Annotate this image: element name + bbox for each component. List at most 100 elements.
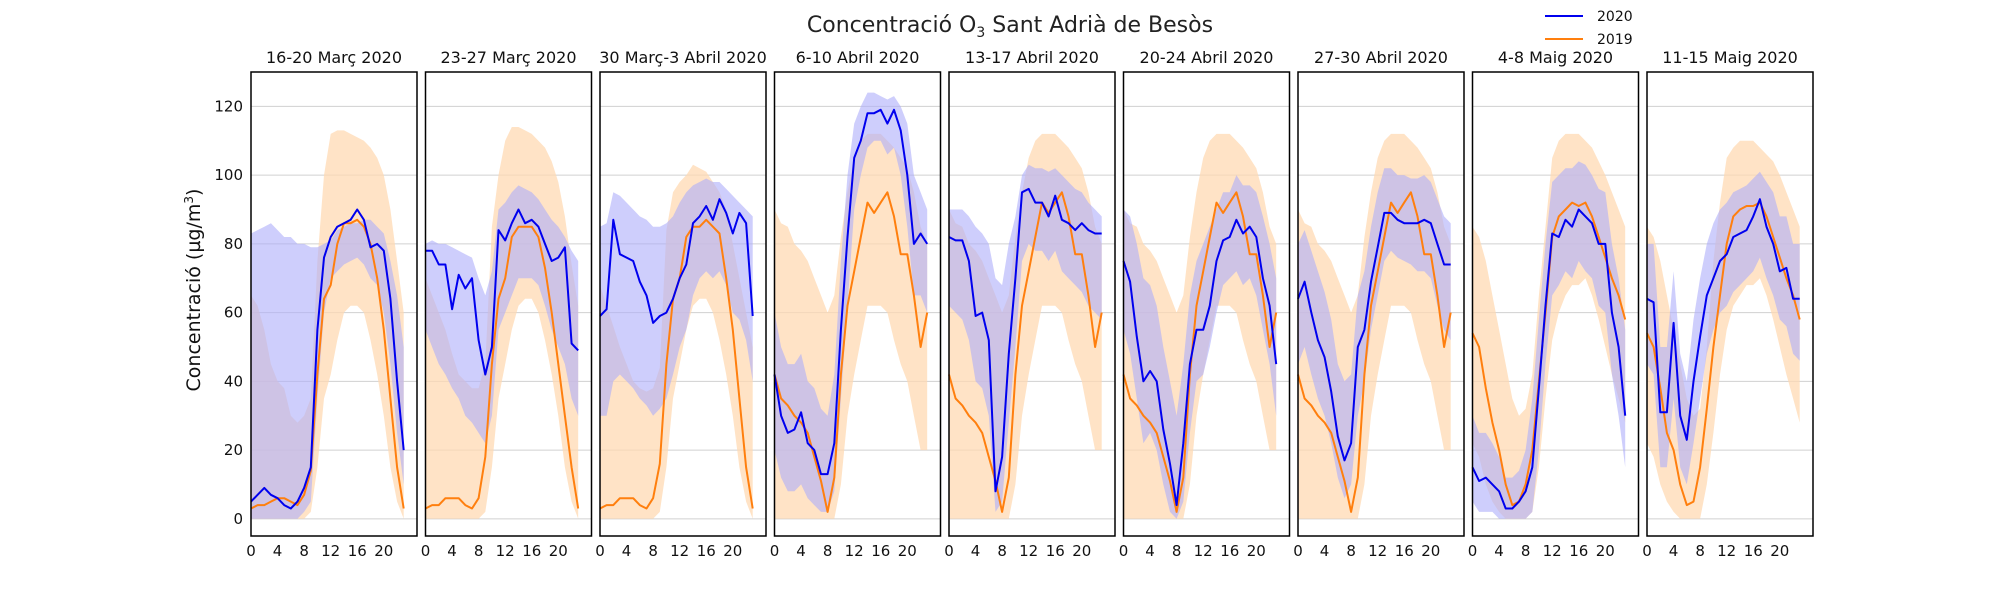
x-tick-label: 0 xyxy=(1293,542,1303,560)
svg-text:Concentració O3 Sant Adrià de: Concentració O3 Sant Adrià de Besòs xyxy=(807,13,1213,41)
series-line-2020 xyxy=(1471,208,1627,510)
series-line-2019 xyxy=(773,191,929,513)
series-line-2020 xyxy=(1646,198,1800,441)
panel: 30 Març-3 Abril 2020 0 4 8 12 16 20 xyxy=(595,48,767,560)
x-tick-label: 20 xyxy=(1247,542,1266,560)
panel: 13-17 Abril 2020 0 4 8 12 16 20 xyxy=(944,48,1116,560)
x-tick-label: 16 xyxy=(1046,542,1065,560)
series-line-2019 xyxy=(1297,191,1452,513)
x-tick-label: 12 xyxy=(1019,542,1038,560)
y-tick-label: 0 xyxy=(233,510,243,528)
x-tick-label: 0 xyxy=(944,542,954,560)
x-tick-label: 4 xyxy=(622,542,632,560)
panel: 23-27 Març 2020 0 4 8 12 16 20 xyxy=(421,48,593,560)
x-tick-label: 0 xyxy=(246,542,256,560)
x-tick-label: 8 xyxy=(823,542,833,560)
x-tick-label: 20 xyxy=(549,542,568,560)
x-tick-label: 8 xyxy=(648,542,658,560)
panel: 4-8 Maig 2020 0 4 8 12 16 20 xyxy=(1468,48,1640,560)
band-2020 xyxy=(1123,175,1277,519)
panel-frame xyxy=(1471,71,1640,537)
x-tick-label: 16 xyxy=(1395,542,1414,560)
series-line-2020 xyxy=(773,108,929,476)
x-tick-label: 4 xyxy=(273,542,283,560)
series-line-2020 xyxy=(948,187,1102,493)
series-line-2019 xyxy=(948,191,1103,513)
x-tick-label: 20 xyxy=(1770,542,1789,560)
series-line-2020 xyxy=(250,208,405,510)
band-2020 xyxy=(1647,171,1800,485)
x-tick-label: 16 xyxy=(1569,542,1588,560)
ylabel-main: Concentració (µg/m xyxy=(183,204,205,392)
x-tick-label: 8 xyxy=(1521,542,1531,560)
x-tick-label: 16 xyxy=(871,542,890,560)
panel-frame xyxy=(250,71,418,537)
x-tick-label: 8 xyxy=(1695,542,1705,560)
y-tick-label: 60 xyxy=(224,304,243,322)
x-tick-label: 0 xyxy=(421,542,431,560)
panel-title: 30 Març-3 Abril 2020 xyxy=(599,48,767,67)
x-tick-label: 12 xyxy=(1194,542,1213,560)
series-line-2020 xyxy=(1297,211,1451,462)
band-2020 xyxy=(774,92,928,512)
panel-frame xyxy=(773,71,942,537)
legend: 2020 2019 xyxy=(1545,9,1633,48)
x-tick-label: 4 xyxy=(796,542,806,560)
y-tick-label: 100 xyxy=(214,166,243,184)
band-2020 xyxy=(1298,168,1451,499)
title-subscript: 3 xyxy=(976,25,985,41)
series-line-2020 xyxy=(425,208,579,376)
panel-frame xyxy=(424,71,593,537)
x-tick-label: 4 xyxy=(971,542,981,560)
panel: 20-24 Abril 2020 0 4 8 12 16 20 xyxy=(1119,48,1291,560)
y-tick-label: 20 xyxy=(224,441,243,459)
title-main: Concentració O xyxy=(807,13,976,38)
x-tick-label: 8 xyxy=(299,542,309,560)
x-tick-label: 16 xyxy=(522,542,541,560)
panel: 6-10 Abril 2020 0 4 8 12 16 20 xyxy=(770,48,942,560)
series-line-2019 xyxy=(250,218,405,510)
y-tick-label: 80 xyxy=(224,235,243,253)
band-2020 xyxy=(425,185,579,444)
band-2020 xyxy=(251,219,404,519)
chart-title: Concentració O3 Sant Adrià de Besòs xyxy=(807,13,1213,41)
x-tick-label: 16 xyxy=(1744,542,1763,560)
panel-title: 16-20 Març 2020 xyxy=(266,48,402,67)
x-tick-label: 16 xyxy=(1220,542,1239,560)
x-tick-label: 12 xyxy=(1543,542,1562,560)
band-2020 xyxy=(949,164,1102,512)
legend-label-2020: 2020 xyxy=(1597,9,1633,25)
legend-label-2019: 2019 xyxy=(1597,32,1633,48)
ylabel-suffix: ) xyxy=(183,189,205,196)
panel-frame xyxy=(1646,71,1814,537)
x-tick-label: 12 xyxy=(845,542,864,560)
x-tick-label: 0 xyxy=(1119,542,1129,560)
x-tick-label: 20 xyxy=(374,542,393,560)
panel-title: 13-17 Abril 2020 xyxy=(965,48,1099,67)
x-tick-label: 4 xyxy=(1494,542,1504,560)
x-tick-label: 12 xyxy=(1717,542,1736,560)
title-suffix: Sant Adrià de Besòs xyxy=(985,13,1213,38)
x-tick-label: 8 xyxy=(1172,542,1182,560)
panel-title: 6-10 Abril 2020 xyxy=(796,48,920,67)
panel: 11-15 Maig 2020 0 4 8 12 16 20 xyxy=(1642,48,1814,560)
x-tick-label: 8 xyxy=(997,542,1007,560)
series-line-2020 xyxy=(599,198,754,324)
band-2020 xyxy=(1472,161,1626,519)
panel-frame xyxy=(948,71,1116,537)
x-tick-label: 20 xyxy=(898,542,917,560)
panel-title: 27-30 Abril 2020 xyxy=(1314,48,1448,67)
x-tick-label: 4 xyxy=(447,542,457,560)
series-line-2019 xyxy=(425,225,580,510)
x-tick-label: 8 xyxy=(474,542,484,560)
y-tick-label: 40 xyxy=(224,372,243,390)
x-tick-label: 0 xyxy=(1468,542,1478,560)
x-tick-label: 0 xyxy=(1642,542,1652,560)
x-tick-label: 12 xyxy=(1368,542,1387,560)
y-tick-label: 120 xyxy=(214,97,243,115)
x-tick-label: 4 xyxy=(1669,542,1679,560)
series-line-2019 xyxy=(1122,191,1278,513)
x-tick-label: 8 xyxy=(1346,542,1356,560)
